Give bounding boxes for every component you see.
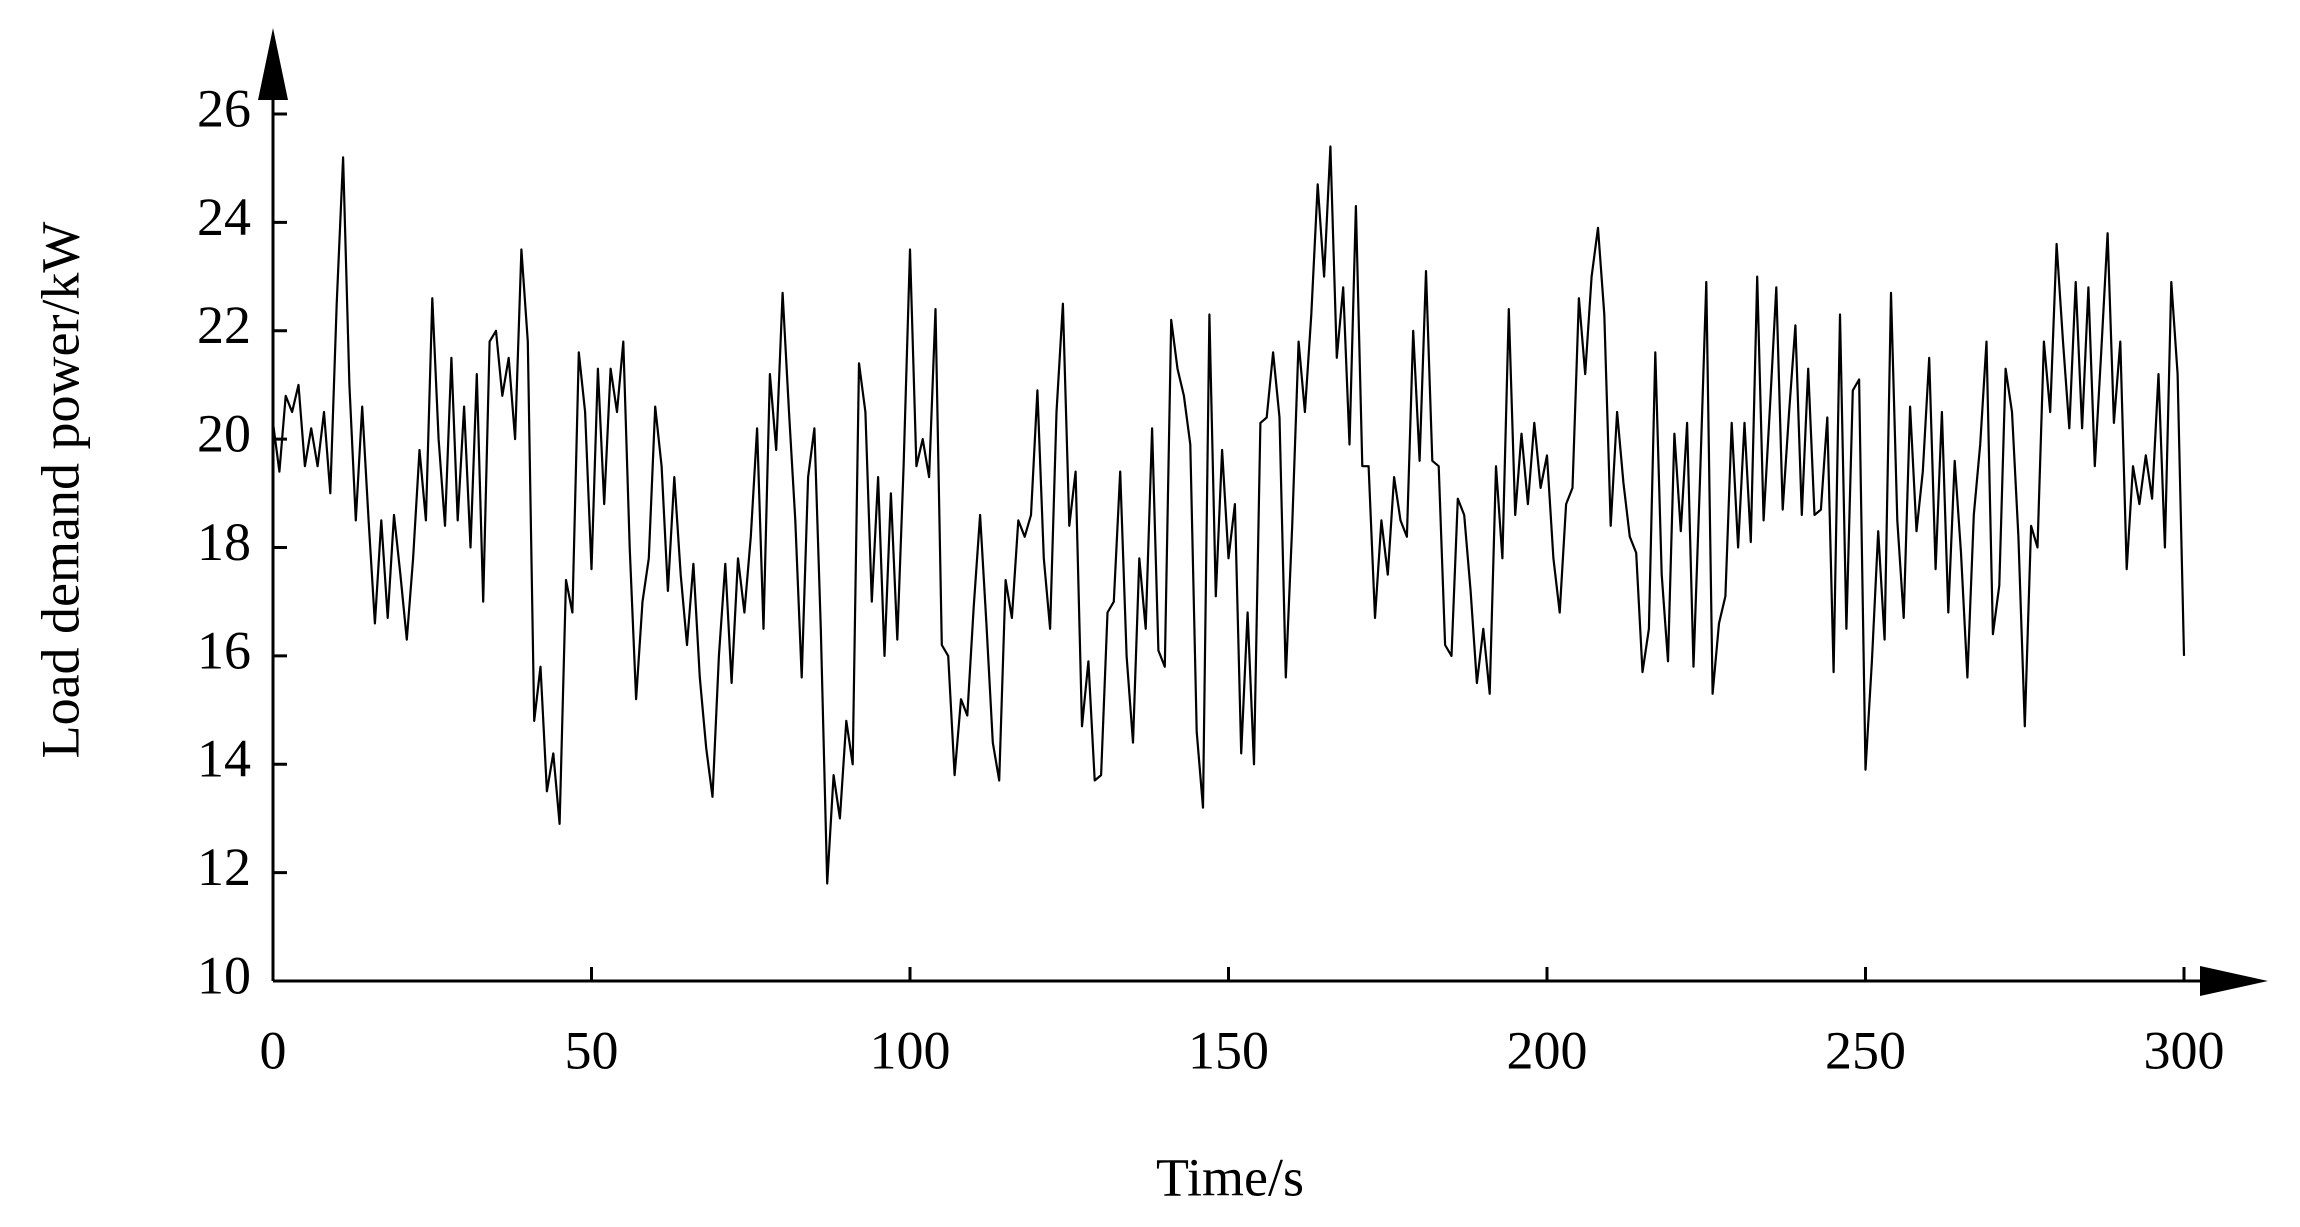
- y-tick-label: 20: [197, 404, 251, 464]
- y-tick-label: 14: [197, 729, 251, 789]
- x-tick-label: 0: [260, 1020, 287, 1080]
- x-tick-label: 150: [1188, 1020, 1269, 1080]
- x-tick-label: 300: [2144, 1020, 2225, 1080]
- y-axis-label: Load demand power/kW: [30, 222, 90, 759]
- x-tick-label: 100: [870, 1020, 951, 1080]
- x-tick-label: 200: [1507, 1020, 1588, 1080]
- x-axis-label: Time/s: [1156, 1147, 1304, 1207]
- y-tick-label: 26: [197, 78, 251, 138]
- y-tick-label: 18: [197, 512, 251, 572]
- x-axis-arrow: [2200, 966, 2268, 996]
- x-tick-label: 50: [565, 1020, 619, 1080]
- y-axis-arrow: [258, 28, 288, 100]
- y-tick-label: 12: [197, 837, 251, 897]
- y-tick-label: 16: [197, 620, 251, 680]
- y-tick-label: 24: [197, 187, 251, 247]
- y-tick-label: 22: [197, 295, 251, 355]
- x-tick-label: 250: [1825, 1020, 1906, 1080]
- data-line: [271, 145, 2186, 885]
- y-tick-label: 10: [197, 945, 251, 1005]
